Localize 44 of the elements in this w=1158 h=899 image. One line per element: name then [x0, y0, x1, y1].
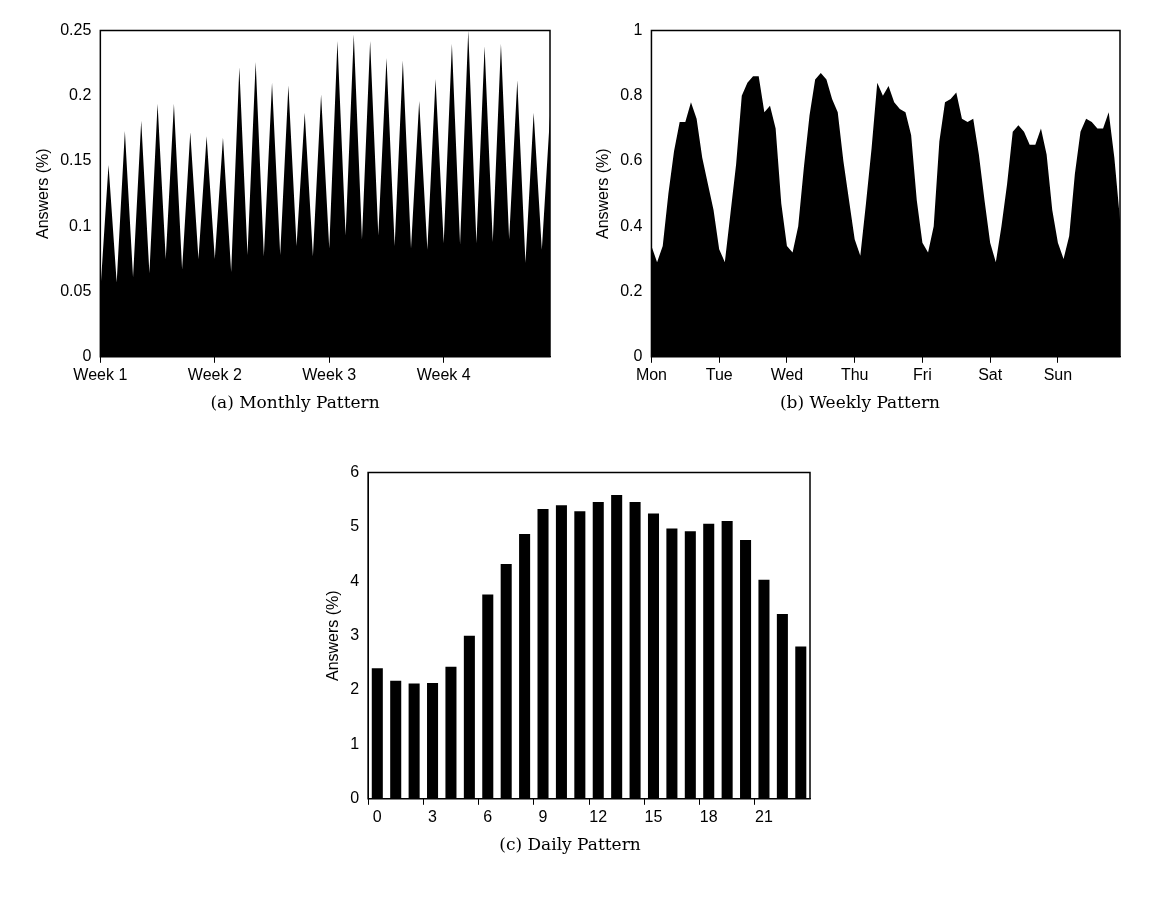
- y-tick-label: 2: [350, 680, 360, 698]
- x-tick-label: 9: [538, 807, 548, 825]
- y-tick-label: 0.2: [620, 281, 643, 299]
- x-tick-label: Tue: [705, 365, 733, 383]
- y-tick-label: 3: [350, 626, 360, 644]
- y-tick-label: 5: [350, 517, 360, 535]
- x-tick-label: 18: [699, 807, 718, 825]
- x-tick-label: Fri: [913, 365, 932, 383]
- y-tick-label: 0: [633, 347, 643, 365]
- x-tick-label: 6: [483, 807, 493, 825]
- y-axis-title: Answers (%): [34, 148, 52, 240]
- text: (b) Weekly Pattern: [778, 392, 942, 412]
- x-tick-label: Week 4: [416, 365, 471, 383]
- y-tick-label: 0.2: [69, 86, 92, 104]
- x-tick-label: Sat: [978, 365, 1003, 383]
- y-tick-label: 1: [633, 21, 643, 39]
- y-axis-title: Answers (%): [324, 590, 342, 682]
- y-tick-label: 0.25: [60, 21, 92, 39]
- y-tick-label: 0.1: [69, 216, 92, 234]
- y-tick-label: 6: [350, 463, 360, 481]
- x-tick-label: Week 1: [73, 365, 128, 383]
- y-tick-label: 0.15: [60, 151, 92, 169]
- text: (c) Daily Pattern: [498, 834, 642, 854]
- x-tick-label: 0: [372, 807, 382, 825]
- x-tick-label: Mon: [635, 365, 667, 383]
- text: (a) Monthly Pattern: [209, 392, 381, 412]
- y-tick-label: 0.4: [620, 216, 643, 234]
- y-tick-label: 0.6: [620, 151, 643, 169]
- y-tick-label: 0: [82, 347, 92, 365]
- y-tick-label: 4: [350, 571, 360, 589]
- x-tick-label: 15: [644, 807, 663, 825]
- y-tick-label: 0.05: [60, 281, 92, 299]
- y-tick-label: 0.8: [620, 86, 643, 104]
- y-tick-label: 1: [350, 734, 360, 752]
- y-axis-title: Answers (%): [594, 148, 612, 240]
- x-tick-label: Thu: [840, 365, 869, 383]
- x-tick-label: Sun: [1043, 365, 1073, 383]
- y-tick-label: 0: [350, 789, 360, 807]
- x-tick-label: 12: [589, 807, 608, 825]
- x-tick-label: 3: [428, 807, 438, 825]
- x-tick-label: 21: [755, 807, 773, 825]
- x-tick-label: Wed: [770, 365, 804, 383]
- x-tick-label: Week 3: [302, 365, 357, 383]
- x-tick-label: Week 2: [187, 365, 242, 383]
